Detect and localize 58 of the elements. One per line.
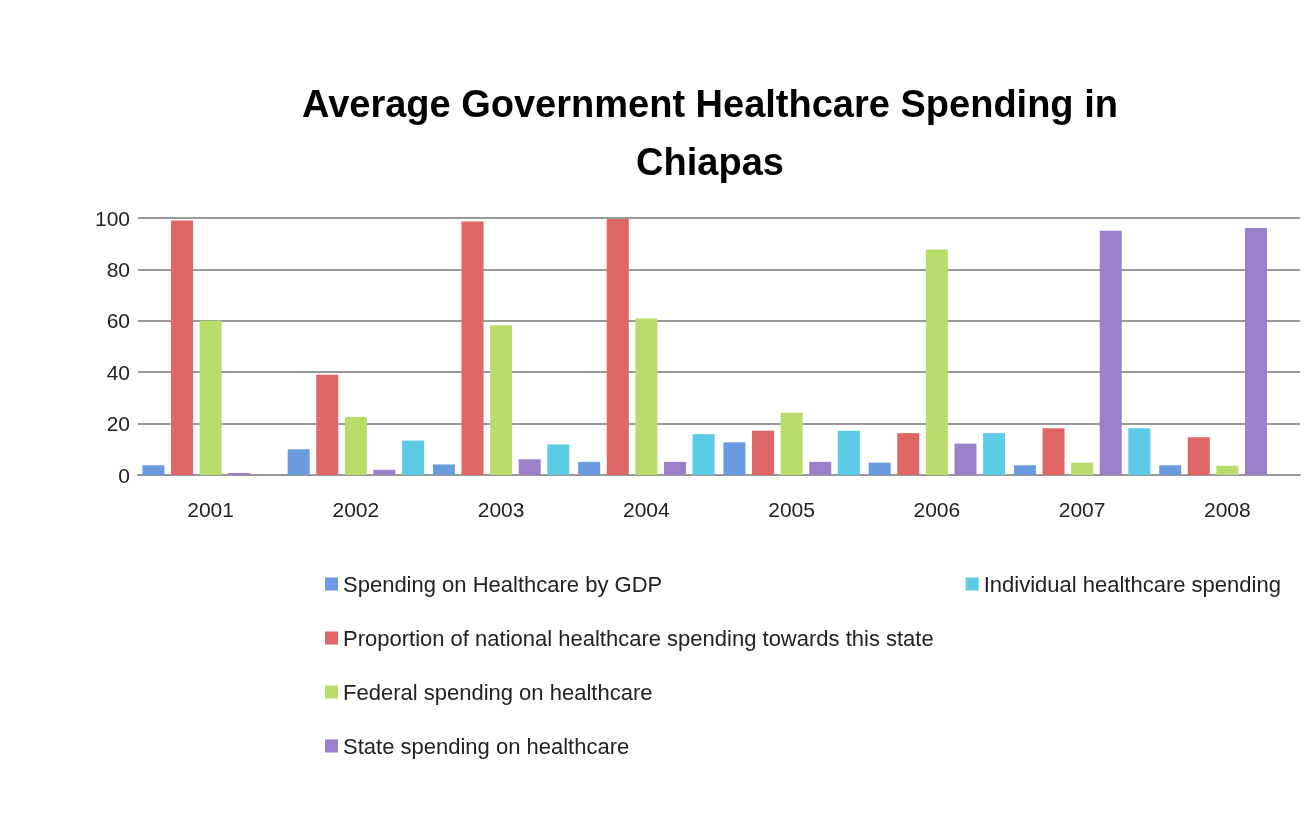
bar [518,459,541,475]
bar [199,320,222,475]
bar [1244,228,1267,475]
bar [1013,465,1036,475]
bar [723,442,746,475]
bar [1128,428,1151,475]
bar [142,465,165,475]
bar [868,462,891,475]
bar [954,443,977,475]
bar [925,249,948,475]
legend-label: State spending on healthcare [343,733,630,759]
x-tick-label: 2002 [332,498,380,521]
bar [606,219,629,475]
y-tick-label: 80 [106,257,130,281]
legend-label: Proportion of national healthcare spending towards this state [343,625,934,651]
legend-label: Individual healthcare spending [983,571,1281,597]
x-tick-label: 2008 [1204,498,1251,521]
y-tick-label: 20 [106,412,130,436]
bar [344,416,367,475]
bar [578,461,601,475]
x-tick-label: 2003 [477,498,525,521]
bar [228,472,251,475]
y-tick-label: 40 [106,360,130,384]
bar [1159,465,1182,475]
bar [490,325,513,475]
bar [432,464,455,475]
bar [1071,462,1094,475]
bar [983,433,1006,475]
bar [837,430,860,475]
y-tick-label: 60 [106,309,130,333]
x-tick-label: 2005 [768,498,815,521]
x-tick-label: 2007 [1058,498,1106,521]
bar [663,461,686,475]
bar [287,449,310,475]
bar [1042,428,1065,475]
bar [1099,230,1122,475]
x-tick-label: 2006 [913,498,961,521]
y-tick-label: 100 [94,206,130,230]
bar [171,220,194,475]
bar [461,221,484,475]
bar [316,374,339,475]
bar [752,430,775,475]
y-tick-label: 0 [118,463,130,487]
legend-label: Federal spending on healthcare [343,679,653,705]
bar [780,412,803,475]
bar [897,433,920,475]
bar [1216,465,1239,475]
bar [373,469,396,475]
bar [809,461,832,475]
x-tick-label: 2001 [187,498,234,521]
bar [1187,437,1210,475]
bar [402,440,425,475]
bar [692,434,715,475]
bar [635,318,658,475]
x-tick-label: 2004 [623,498,671,521]
legend-label: Spending on Healthcare by GDP [343,571,663,597]
bar [547,444,570,475]
chart-title: Average Government Healthcare Spending in Chiapas [302,83,1118,183]
